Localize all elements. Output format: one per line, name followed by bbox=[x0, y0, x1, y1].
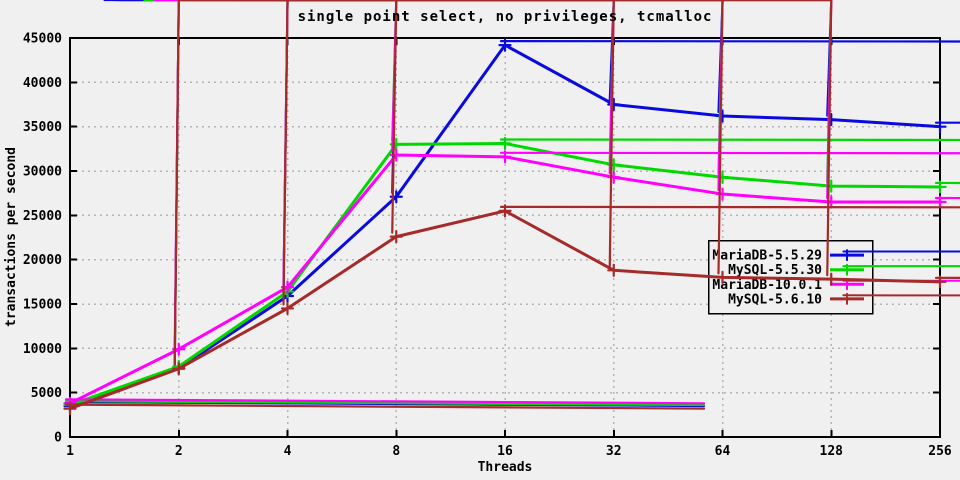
point-marker-MariaDB-5.5.29 bbox=[933, 120, 960, 134]
x-tick-label: 4 bbox=[284, 444, 292, 459]
legend-label: MariaDB-10.0.1 bbox=[712, 278, 822, 293]
point-marker-MariaDB-5.5.29 bbox=[195, 0, 403, 204]
point-marker-MySQL-5.5.30 bbox=[184, 0, 838, 193]
point-marker-MySQL-5.6.10 bbox=[498, 204, 960, 218]
point-marker-MySQL-5.5.30 bbox=[498, 136, 960, 151]
legend: MariaDB-5.5.29MySQL-5.5.30MariaDB-10.0.1… bbox=[707, 239, 960, 315]
y-tick-label: 15000 bbox=[23, 298, 62, 313]
point-marker-legend bbox=[841, 249, 960, 262]
y-tick-label: 30000 bbox=[23, 165, 62, 180]
x-axis-label: Threads bbox=[478, 460, 533, 475]
point-marker-legend bbox=[841, 263, 960, 276]
series-lines bbox=[63, 0, 960, 416]
point-marker-legend bbox=[841, 292, 960, 305]
point-marker-MariaDB-5.5.29 bbox=[498, 38, 960, 52]
y-axis-label: transactions per second bbox=[4, 147, 19, 327]
x-tick-label: 32 bbox=[606, 444, 622, 459]
point-marker-MySQL-5.6.10 bbox=[269, 0, 621, 277]
legend-label: MySQL-5.6.10 bbox=[728, 292, 822, 307]
point-marker-MySQL-5.6.10 bbox=[235, 0, 403, 244]
x-tick-label: 64 bbox=[715, 444, 731, 459]
chart-title: single point select, no privileges, tcma… bbox=[298, 9, 713, 25]
legend-label: MySQL-5.5.30 bbox=[728, 263, 822, 278]
point-marker-MariaDB-10.0.1 bbox=[498, 150, 960, 164]
grid-lines bbox=[70, 38, 940, 437]
point-marker-MySQL-5.6.10 bbox=[276, 0, 730, 284]
point-marker-MySQL-5.5.30 bbox=[172, 0, 368, 374]
x-tick-label: 256 bbox=[928, 444, 952, 459]
point-marker-MariaDB-10.0.1 bbox=[200, 0, 838, 209]
y-tick-label: 25000 bbox=[23, 209, 62, 224]
tick-labels: 1 2 4 8 16 32 64 128 256 0 5000 10000 15000 20000 2500… bbox=[23, 32, 952, 460]
x-tick-label: 128 bbox=[820, 444, 844, 459]
x-tick-label: 16 bbox=[497, 444, 513, 459]
x-tick-label: 8 bbox=[392, 444, 400, 459]
y-tick-label: 20000 bbox=[23, 253, 62, 268]
y-tick-label: 5000 bbox=[31, 386, 62, 401]
point-marker-MySQL-5.6.10 bbox=[280, 0, 310, 316]
point-marker-MySQL-5.6.10 bbox=[63, 402, 706, 416]
point-marker-MySQL-5.6.10 bbox=[172, 0, 370, 376]
legend-label: MariaDB-5.5.29 bbox=[712, 249, 822, 264]
y-tick-label: 45000 bbox=[23, 32, 62, 47]
x-tick-label: 2 bbox=[175, 444, 183, 459]
x-tick-label: 1 bbox=[66, 444, 74, 459]
y-tick-label: 0 bbox=[54, 431, 62, 446]
point-marker-MySQL-5.6.10 bbox=[278, 0, 838, 286]
point-marker-MySQL-5.6.10 bbox=[933, 275, 960, 289]
point-marker-MySQL-5.5.30 bbox=[933, 180, 960, 194]
point-marker-MariaDB-10.0.1 bbox=[933, 195, 960, 209]
y-tick-label: 10000 bbox=[23, 342, 62, 357]
y-tick-label: 35000 bbox=[23, 120, 62, 135]
y-tick-label: 40000 bbox=[23, 76, 62, 91]
